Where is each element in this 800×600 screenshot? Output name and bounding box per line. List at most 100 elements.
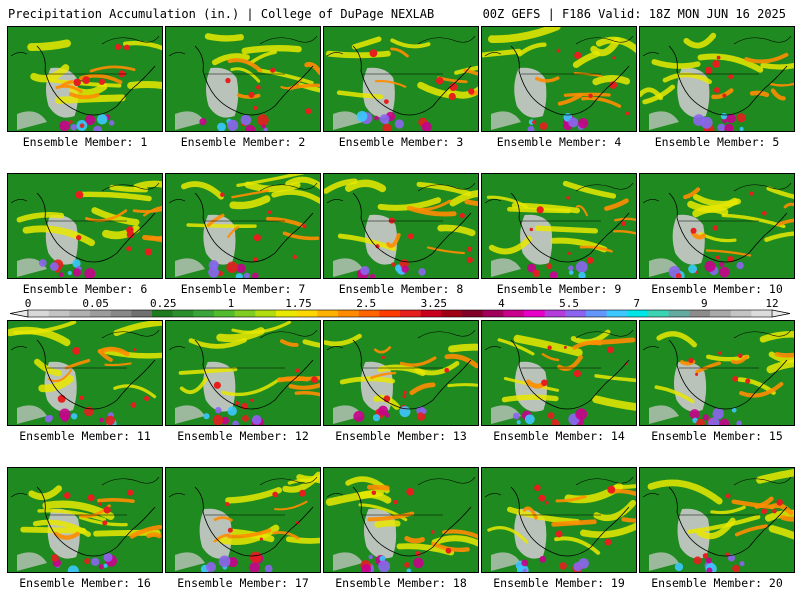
precip-band [277,376,310,383]
dry-region [365,214,398,265]
precip-cell [79,123,85,129]
precip-cell [705,557,712,564]
precip-cell [578,271,586,279]
precip-cell [534,484,541,492]
precip-band [85,209,128,222]
precip-cell [98,502,102,506]
colorbar-tick-label: 0 [25,297,32,310]
map-frame [481,26,637,132]
precip-cell [70,124,77,131]
precip-band [734,524,768,537]
precip-band [651,59,701,69]
precip-cell [566,195,571,200]
dry-region [649,405,679,424]
precip-band [414,360,460,376]
colorbar-swatch [131,310,153,317]
coastline [168,493,186,498]
colorbar-swatch [482,310,504,317]
colorbar-tick-label: 1.75 [285,297,312,310]
colorbar-swatch [152,310,173,317]
precip-band [780,514,795,522]
precip-cell [762,210,767,216]
dry-region [333,405,363,424]
precip-cell [353,410,365,422]
precip-cell [621,221,627,227]
precip-band [339,376,396,385]
precip-band [178,367,238,375]
precip-cell [704,66,713,75]
precip-band [557,93,583,106]
precip-map [481,26,637,132]
precip-band [764,231,795,242]
precip-cell [103,506,111,514]
precip-cell [67,270,72,276]
colorbar-swatch [69,310,91,317]
precip-map [165,320,321,426]
ensemble-member-label: Ensemble Member: 17 [177,576,309,590]
precip-band [656,331,698,348]
ensemble-map-panel [165,320,321,426]
precip-cell [133,348,137,352]
colorbar-tick-label: 5.5 [559,297,579,310]
precip-cell [93,125,102,132]
precip-cell [708,417,720,426]
precip-cell [213,381,221,389]
map-frame [481,173,637,279]
precip-band [69,92,100,100]
precip-cell [103,552,113,562]
precip-band [282,231,320,241]
precip-cell [72,259,81,268]
precip-cell [124,44,130,51]
precip-cell [295,520,300,525]
precip-map [639,26,795,132]
precip-band [241,45,302,55]
colorbar-swatch [606,310,628,317]
colorbar-tick-label: 0.05 [82,297,109,310]
precip-map [323,173,479,279]
precip-band [697,53,764,73]
precip-cell [227,119,239,131]
coastline [168,199,186,204]
colorbar-swatch [214,310,235,317]
precip-band [89,65,136,73]
ensemble-map-panel [7,467,163,573]
precip-cell [404,562,410,568]
precip-cell [527,263,537,273]
precip-band [766,359,795,374]
coastline [36,486,156,557]
precip-band [687,514,761,534]
precip-cell [772,508,777,514]
precip-band [449,189,479,207]
precip-cell [203,413,210,420]
precip-band [274,500,308,511]
precip-cell [299,489,306,497]
colorbar-swatch [751,310,773,317]
precip-cell [712,225,718,231]
ensemble-member-label: Ensemble Member: 4 [496,135,622,149]
precip-cell [727,255,734,263]
precip-cell [575,408,588,421]
precip-band [654,385,695,404]
precip-cell [393,499,398,505]
coastline [668,192,788,263]
map-frame [323,320,479,426]
ensemble-map-panel [165,173,321,279]
precip-cell [719,418,730,426]
precip-cell [574,51,582,59]
colorbar-swatch [338,310,359,317]
precip-cell [416,412,426,421]
coastline [484,52,502,57]
precip-map [165,26,321,132]
coastline [326,346,344,351]
precip-map [481,320,637,426]
precip-cell [382,123,392,132]
precip-cell [103,563,108,568]
title-left: Precipitation Accumulation (in.) | Colle… [8,7,435,21]
precip-band [404,536,425,544]
precip-cell [368,554,373,560]
coastline [642,493,660,498]
ensemble-member-label: Ensemble Member: 14 [493,429,625,443]
precip-cell [57,394,66,403]
precip-cell [311,376,318,384]
colorbar-swatch [110,310,132,317]
